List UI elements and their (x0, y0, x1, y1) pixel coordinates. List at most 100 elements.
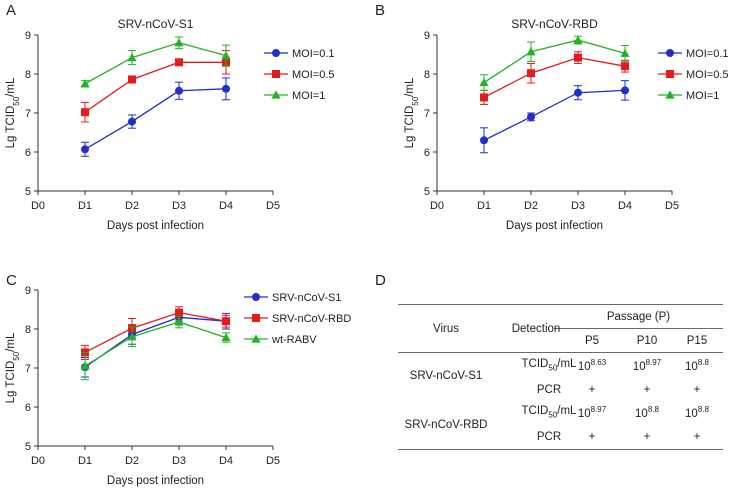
panel-letter-c: C (6, 272, 17, 289)
series-moi-1 (80, 36, 231, 88)
y-axis-label-main: Lg TCID (5, 106, 17, 149)
titer-cell: 108.8 (673, 358, 721, 373)
legend-label: SRV-nCoV-RBD (272, 313, 351, 325)
pcr-cell: + (643, 431, 651, 443)
x-axis-label: Days post infection (107, 475, 204, 487)
x-tick-label: D4 (219, 200, 233, 212)
titer-cell: 108.8 (673, 405, 721, 420)
data-point (574, 53, 582, 62)
data-point (81, 108, 89, 117)
x-tick-label: D1 (477, 200, 491, 212)
legend-marker (271, 90, 281, 99)
series-wt-rabv (80, 315, 231, 381)
x-tick-label: D1 (78, 455, 92, 467)
data-point (479, 77, 489, 87)
y-tick-label: 5 (424, 186, 430, 198)
series-srv-ncov-s1 (81, 312, 230, 378)
y-tick-label: 5 (25, 441, 31, 453)
x-tick-label: D0 (31, 455, 45, 467)
titer-exponent: 8.97 (590, 405, 607, 414)
y-axis-label-subscript: 50 (12, 351, 21, 360)
legend-marker (666, 70, 674, 78)
x-tick-label: D5 (266, 455, 280, 467)
data-point (80, 79, 90, 88)
series-moi-1 (479, 35, 630, 91)
virus-cell: SRV-nCoV-RBD (404, 419, 488, 431)
tcid-label: TCID (521, 405, 549, 417)
data-point (127, 332, 137, 341)
titer-exponent: 8.8 (697, 405, 709, 414)
y-tick-label: 9 (25, 30, 31, 42)
data-point (574, 88, 582, 97)
x-tick-label: D3 (172, 200, 186, 212)
data-point (174, 317, 184, 326)
titer-cell: 108.63 (568, 358, 616, 373)
legend-label: MOI=1 (686, 90, 719, 102)
titer-cell: 108.97 (623, 358, 671, 373)
titer-cell: 108.8 (623, 405, 671, 420)
y-tick-label: 7 (424, 108, 430, 120)
x-tick-label: D0 (430, 200, 444, 212)
legend-label: MOI=0.5 (292, 69, 335, 81)
x-axis-label: Days post infection (107, 220, 204, 232)
x-tick-label: D0 (31, 200, 45, 212)
titer-cell: 108.97 (568, 405, 616, 420)
titer-base: 10 (632, 360, 646, 373)
data-point (175, 58, 183, 67)
y-tick-label: 8 (424, 69, 430, 81)
virus-cell: SRV-nCoV-S1 (409, 370, 483, 382)
chart-panel-a: SRV-nCoV-S1 5 6 7 8 9 D0 D1 D2 D3 D4 D5 Days post in… (5, 17, 335, 232)
titer-base: 10 (635, 407, 648, 420)
data-point (573, 35, 583, 44)
y-axis-label-main: Lg TCID (404, 106, 416, 149)
y-tick-label: 5 (25, 186, 31, 198)
titer-exponent: 8.97 (645, 358, 662, 367)
data-point (128, 75, 136, 84)
tcid-subscript: 50 (548, 363, 558, 373)
series-line (84, 316, 227, 368)
x-tick-label: D2 (125, 200, 139, 212)
detection-cell-tcid: TCID50/mL (494, 358, 604, 372)
pcr-cell: + (588, 384, 596, 396)
legend-marker (252, 293, 260, 301)
tcid-subscript: 50 (548, 410, 558, 420)
y-tick-label: 8 (25, 69, 31, 81)
chart-title: SRV-nCoV-RBD (511, 17, 598, 31)
chart-title: SRV-nCoV-S1 (118, 17, 194, 31)
series-line (84, 311, 227, 353)
pcr-cell: + (643, 384, 651, 396)
y-axis-label-main: Lg TCID (5, 361, 17, 404)
y-tick-label: 7 (25, 363, 31, 375)
data-point (527, 69, 535, 78)
table-top-rule (398, 304, 723, 305)
data-point (127, 53, 137, 62)
series-moi-0-5 (81, 50, 230, 123)
y-tick-label: 6 (424, 147, 430, 159)
series-srv-ncov-rbd (81, 306, 230, 360)
tcid-unit: /mL (557, 358, 577, 370)
legend-marker (666, 49, 674, 57)
series-line (483, 89, 626, 141)
x-tick-label: D5 (665, 200, 679, 212)
legend-marker (665, 90, 675, 99)
titer-exponent: 8.8 (647, 405, 659, 414)
chart-panel-b: SRV-nCoV-RBD 5 6 7 8 9 D0 D1 D2 D3 D4 D5 Days post i… (404, 17, 729, 232)
panel-letter-d: D (375, 272, 386, 289)
data-point (128, 117, 136, 126)
data-point (80, 361, 90, 370)
x-axis-label: Days post infection (506, 220, 603, 232)
y-axis-label-unit: /mL (5, 77, 17, 97)
data-point (526, 47, 536, 56)
series-line (483, 56, 626, 98)
data-point (222, 84, 230, 93)
p15-header: P15 (686, 335, 708, 347)
x-tick-label: D4 (618, 200, 632, 212)
series-line (84, 42, 227, 85)
data-point (621, 62, 629, 71)
series-line (84, 88, 227, 150)
legend-label: MOI=0.1 (686, 48, 729, 60)
y-tick-label: 9 (25, 285, 31, 297)
y-axis-label-unit: /mL (5, 332, 17, 352)
data-point (175, 308, 183, 317)
